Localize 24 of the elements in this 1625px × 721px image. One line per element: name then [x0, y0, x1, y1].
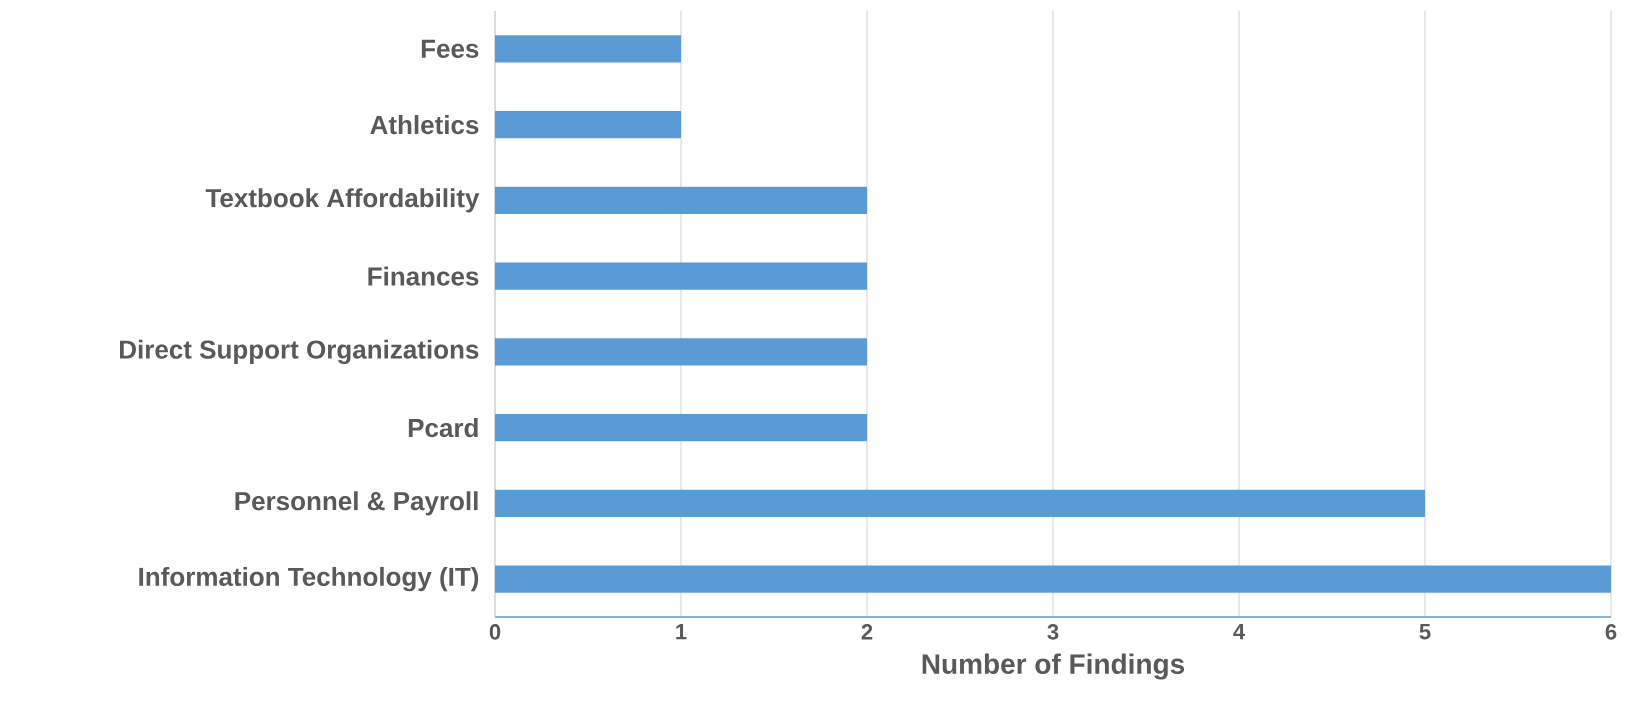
y-tick-label: Direct Support Organizations — [119, 339, 479, 365]
x-axis-title: Number of Findings — [922, 653, 1185, 680]
y-tick-label: Fees — [421, 39, 479, 58]
bar — [495, 338, 868, 366]
y-tick-label: Finances — [368, 266, 479, 286]
y-tick-label: Personnel & Payroll — [235, 491, 478, 516]
bar — [495, 565, 1611, 593]
bar — [495, 35, 682, 63]
y-tick-label: Textbook Affordability — [205, 188, 480, 213]
x-tick-label: 3 — [1047, 624, 1059, 640]
bar — [495, 413, 868, 442]
y-tick-label: Information Technology (IT) — [139, 566, 479, 592]
y-tick-label: Athletics — [370, 115, 479, 135]
bar — [495, 489, 1425, 517]
x-tick-label: 6 — [1605, 624, 1617, 640]
x-tick-label: 2 — [861, 624, 873, 640]
x-tick-label: 1 — [676, 624, 687, 640]
x-tick-label: 5 — [1419, 624, 1431, 640]
x-tick-label: 0 — [489, 624, 501, 640]
bar — [495, 186, 868, 215]
y-tick-label: Pcard — [408, 418, 478, 438]
bar — [495, 262, 868, 290]
x-tick-label: 4 — [1233, 624, 1245, 640]
bar — [495, 111, 682, 139]
